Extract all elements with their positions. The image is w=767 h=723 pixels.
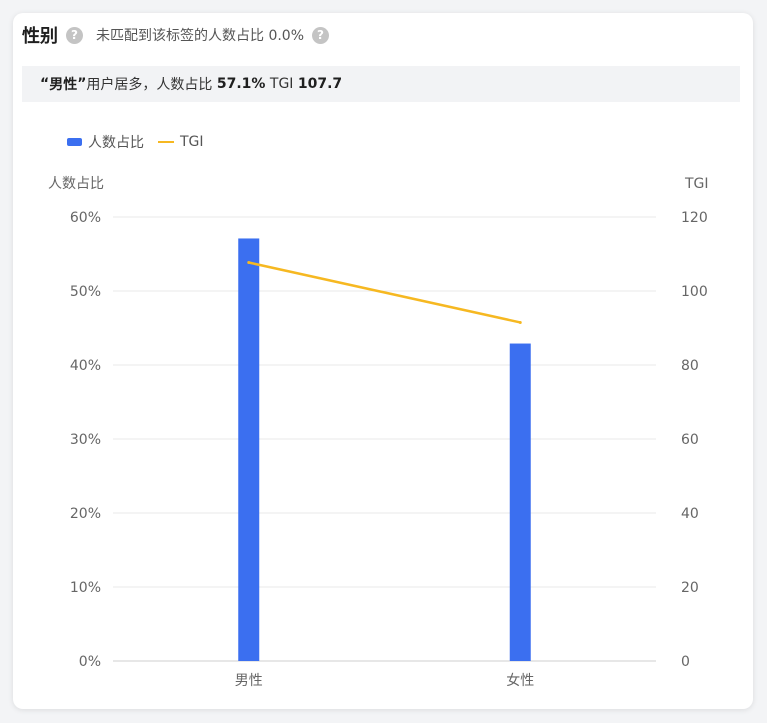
category-label: 男性: [235, 673, 263, 689]
left-tick-label: 10%: [70, 580, 101, 596]
question-circle-icon[interactable]: ?: [312, 26, 330, 44]
summary-text: 用户居多，人数占比: [86, 77, 213, 93]
summary-open-quote: “: [40, 76, 50, 92]
combo-chart: 人数占比 TGI 0% 10% 20% 30% 40% 50% 60% 0 20 40 60 80 1…: [48, 176, 709, 689]
unmatched-value: 0.0%: [268, 28, 305, 44]
right-axis-title: TGI: [684, 176, 709, 192]
right-tick-label: 0: [681, 654, 690, 670]
left-tick-label: 30%: [70, 432, 101, 448]
summary-banner: “男性” 用户居多，人数占比 57.1% TGI 107.7: [22, 66, 740, 102]
summary-top-group: 男性: [49, 77, 78, 93]
right-tick-label: 20: [681, 580, 699, 596]
unmatched-label: 未匹配到该标签的人数占比: [96, 28, 264, 44]
category-label: 女性: [506, 672, 534, 689]
legend-line-swatch[interactable]: [158, 141, 174, 143]
legend-bar-swatch[interactable]: [67, 138, 82, 146]
left-tick-label: 40%: [70, 358, 101, 374]
tgi-line[interactable]: [247, 261, 522, 324]
left-tick-label: 50%: [70, 284, 101, 300]
card-title: 性别: [22, 26, 58, 47]
right-tick-label: 40: [681, 506, 699, 522]
left-axis-title: 人数占比: [48, 176, 104, 192]
summary-tgi-value: 107.7: [297, 76, 343, 92]
left-tick-label: 20%: [70, 506, 101, 522]
chart-legend: 人数占比 TGI: [67, 132, 204, 152]
right-tick-label: 60: [681, 432, 699, 448]
bar-2[interactable]: [509, 343, 531, 661]
summary-share: 57.1%: [216, 76, 266, 92]
left-tick-label: 0%: [79, 654, 101, 670]
legend-item-tgi[interactable]: TGI: [180, 134, 204, 150]
summary-close-quote: ”: [77, 76, 87, 92]
right-tick-label: 80: [681, 358, 699, 374]
card-header: 性别 ? 未匹配到该标签的人数占比 0.0% ?: [22, 22, 330, 48]
right-tick-label: 100: [681, 284, 708, 300]
right-tick-label: 120: [681, 210, 708, 226]
tgi-point-1[interactable]: [247, 261, 251, 265]
gender-card: 性别 ? 未匹配到该标签的人数占比 0.0% ? “男性” 用户居多，人数占比 5…: [13, 13, 753, 709]
left-tick-label: 60%: [70, 210, 101, 226]
bar-1[interactable]: [238, 238, 260, 661]
tgi-point-2[interactable]: [518, 320, 522, 324]
unmatched-ratio: 未匹配到该标签的人数占比 0.0%: [96, 25, 304, 45]
summary-tgi-label: TGI: [269, 76, 294, 92]
legend-item-share[interactable]: 人数占比: [88, 135, 144, 151]
question-circle-icon[interactable]: ?: [66, 26, 83, 44]
